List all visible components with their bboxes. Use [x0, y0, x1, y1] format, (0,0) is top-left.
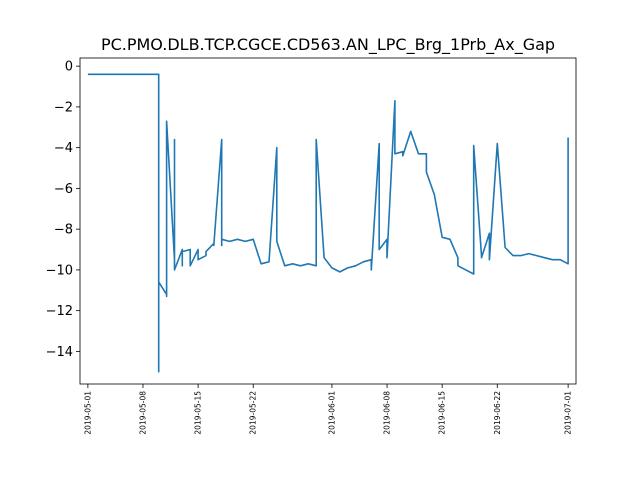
x-tick-label: 2019-05-22 — [249, 391, 258, 435]
y-tick-label: −10 — [46, 263, 73, 278]
x-tick-label: 2019-06-15 — [438, 391, 447, 435]
y-tick-label: −8 — [54, 223, 73, 238]
plot-frame — [79, 57, 577, 385]
chart-title: PC.PMO.DLB.TCP.CGCE.CD563.AN_LPC_Brg_1Pr… — [101, 35, 555, 55]
series-line — [87, 73, 569, 373]
x-tick-label: 2019-06-22 — [493, 391, 502, 435]
x-tick-label: 2019-05-01 — [83, 391, 92, 435]
y-tick-label: −4 — [54, 141, 73, 156]
x-axis: 2019-05-01 2019-05-08 2019-05-15 2019-05-22… — [83, 384, 573, 435]
x-tick-label: 2019-06-08 — [383, 391, 392, 435]
x-tick-label: 2019-05-15 — [194, 391, 203, 435]
y-tick-label: −12 — [46, 304, 73, 319]
y-tick-label: −2 — [54, 100, 73, 115]
y-tick-label: −6 — [54, 182, 73, 197]
x-tick-label: 2019-06-01 — [327, 391, 336, 435]
x-tick-label: 2019-07-01 — [564, 391, 573, 435]
y-tick-label: 0 — [65, 60, 73, 75]
x-tick-label: 2019-05-08 — [138, 391, 147, 435]
plot-area — [87, 73, 569, 373]
y-axis: 0 −2 −4 −6 −8 −10 −12 −14 — [46, 60, 80, 360]
y-tick-label: −14 — [46, 345, 73, 360]
